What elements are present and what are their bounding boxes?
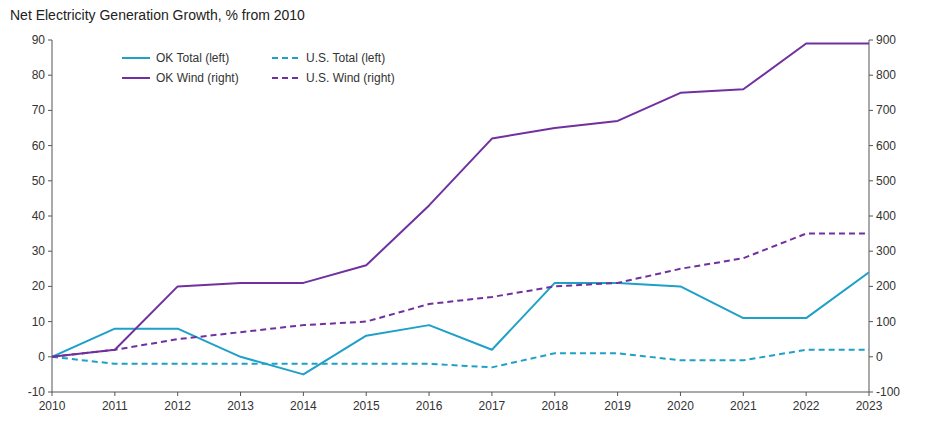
legend: OK Total (left) U.S. Total (left) OK Wind …: [122, 51, 395, 85]
chart: Net Electricity Generation Growth, % fro…: [0, 0, 925, 426]
x-tick: [303, 392, 304, 396]
y-tick-label: -10: [28, 385, 46, 399]
x-tick-label: 2012: [164, 399, 191, 413]
x-tick-label: 2016: [416, 399, 443, 413]
y2-tick-label: 600: [876, 139, 896, 153]
y-tick: [48, 251, 52, 252]
y-tick: [48, 356, 52, 357]
y-tick-label: 40: [32, 209, 46, 223]
y2-tick: [869, 40, 873, 41]
y2-tick-label: 100: [876, 315, 896, 329]
plot-area: [52, 44, 869, 375]
title: Net Electricity Generation Growth, % fro…: [10, 7, 305, 23]
x-tick-label: 2015: [353, 399, 380, 413]
series-line: [52, 44, 869, 357]
y2-tick-label: 200: [876, 279, 896, 293]
x-tick-label: 2017: [479, 399, 506, 413]
y2-tick-label: 0: [876, 350, 883, 364]
x-tick: [806, 392, 807, 396]
y-tick-label: 30: [32, 244, 46, 258]
y2-tick: [869, 356, 873, 357]
y2-tick: [869, 251, 873, 252]
x-tick-label: 2022: [793, 399, 820, 413]
y-tick: [48, 286, 52, 287]
y-tick-label: 60: [32, 139, 46, 153]
y2-tick-label: 700: [876, 103, 896, 117]
y2-tick-label: 400: [876, 209, 896, 223]
x-axis-line: [52, 392, 869, 393]
y2-tick-label: 500: [876, 174, 896, 188]
x-tick-label: 2014: [290, 399, 317, 413]
y-tick-label: 80: [32, 68, 46, 82]
x-tick: [52, 392, 53, 396]
y-tick: [48, 145, 52, 146]
y-tick-label: 20: [32, 279, 46, 293]
x-tick: [743, 392, 744, 396]
y2-tick: [869, 110, 873, 111]
x-tick-label: 2018: [541, 399, 568, 413]
x-tick: [680, 392, 681, 396]
x-tick-label: 2019: [604, 399, 631, 413]
y-tick: [48, 75, 52, 76]
y2-tick-label: 800: [876, 68, 896, 82]
y-tick: [48, 321, 52, 322]
x-tick-label: 2010: [39, 399, 66, 413]
x-tick: [114, 392, 115, 396]
y-tick-label: 70: [32, 103, 46, 117]
x-tick: [869, 392, 870, 396]
x-tick-label: 2011: [102, 399, 128, 413]
y2-tick: [869, 392, 873, 393]
y2-tick: [869, 286, 873, 287]
y-tick-label: 50: [32, 174, 46, 188]
x-tick: [177, 392, 178, 396]
x-tick: [617, 392, 618, 396]
y2-tick-label: 300: [876, 244, 896, 258]
x-tick-label: 2020: [667, 399, 694, 413]
y-tick-label: 90: [32, 33, 46, 47]
y-tick-label: 0: [38, 350, 45, 364]
legend-label: OK Total (left): [156, 51, 229, 65]
legend-label: U.S. Total (left): [306, 51, 385, 65]
x-tick-label: 2021: [730, 399, 757, 413]
series-line: [52, 272, 869, 374]
x-tick-label: 2013: [227, 399, 254, 413]
x-tick: [429, 392, 430, 396]
series-line: [52, 234, 869, 357]
legend-swatch: [122, 77, 150, 79]
y2-tick-label: -100: [876, 385, 900, 399]
x-tick-label: 2023: [856, 399, 883, 413]
y2-tick: [869, 180, 873, 181]
y2-tick: [869, 145, 873, 146]
x-tick: [240, 392, 241, 396]
y2-tick: [869, 75, 873, 76]
x-tick: [554, 392, 555, 396]
y-tick: [48, 392, 52, 393]
legend-swatch: [122, 57, 150, 59]
legend-swatch: [272, 77, 300, 79]
x-tick: [491, 392, 492, 396]
y2-tick: [869, 321, 873, 322]
axes: 2010201120122013201420152016201720182019…: [28, 33, 901, 413]
y2-tick: [869, 216, 873, 217]
y-tick: [48, 110, 52, 111]
legend-label: U.S. Wind (right): [306, 71, 395, 85]
x-tick: [366, 392, 367, 396]
y2-tick-label: 900: [876, 33, 896, 47]
series-line: [52, 350, 869, 368]
y-tick-label: 10: [32, 315, 46, 329]
legend-swatch: [272, 57, 300, 59]
legend-label: OK Wind (right): [156, 71, 239, 85]
y-tick: [48, 180, 52, 181]
y-tick: [48, 40, 52, 41]
y-tick: [48, 216, 52, 217]
